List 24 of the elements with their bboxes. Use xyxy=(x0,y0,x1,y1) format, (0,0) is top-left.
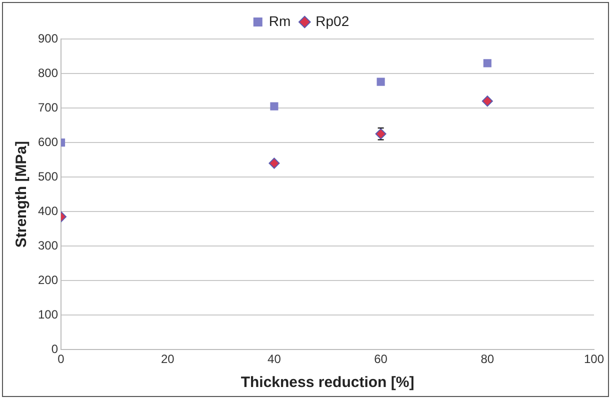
y-tick-label: 600 xyxy=(38,134,58,149)
y-tick-label: 0 xyxy=(51,342,58,356)
y-axis-title: Strength [MPa] xyxy=(13,140,30,248)
y-tick-label: 400 xyxy=(38,204,58,218)
y-tick-label: 500 xyxy=(38,169,58,184)
point xyxy=(482,96,493,107)
x-tick-label: 20 xyxy=(160,352,175,366)
point xyxy=(270,102,278,110)
y-tick-label: 100 xyxy=(38,307,58,322)
y-tick-label: 300 xyxy=(38,238,58,252)
y-tick-label: 900 xyxy=(38,31,58,46)
point xyxy=(376,78,385,86)
y-tick-label: 700 xyxy=(38,100,58,114)
point xyxy=(268,158,280,169)
legend-label: Rp02 xyxy=(316,12,350,29)
x-tick-label: 80 xyxy=(480,352,494,366)
x-axis-title: Thickness reduction [%] xyxy=(240,374,414,392)
legend-label: Rm xyxy=(268,12,291,29)
x-tick-label: 60 xyxy=(374,352,388,366)
x-tick-label: 40 xyxy=(268,352,282,366)
point xyxy=(483,59,492,68)
y-tick-label: 800 xyxy=(38,66,58,80)
y-tick-label: 200 xyxy=(38,272,58,287)
x-tick-label: 100 xyxy=(584,352,604,366)
